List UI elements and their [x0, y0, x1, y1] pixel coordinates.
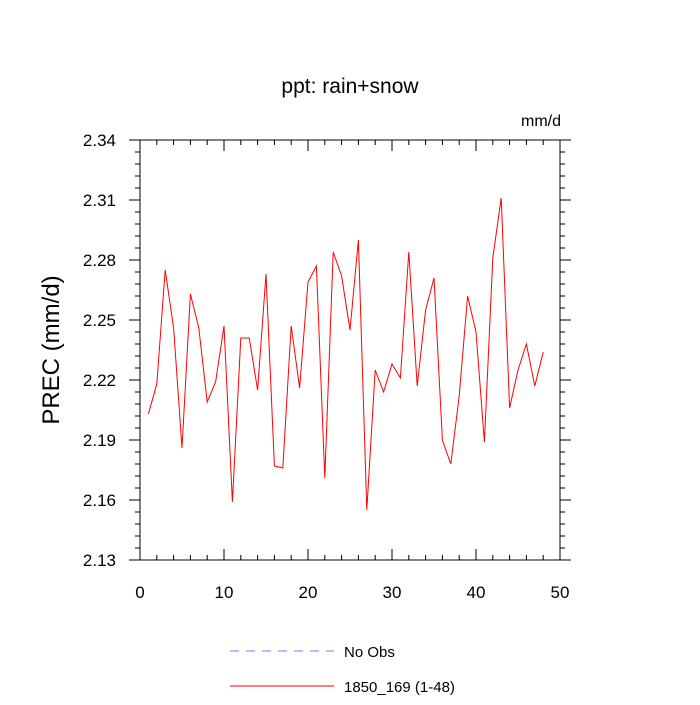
y-tick-label: 2.19 — [83, 431, 116, 450]
y-tick-label: 2.22 — [83, 371, 116, 390]
units-label: mm/d — [521, 113, 561, 130]
legend-label: 1850_169 (1-48) — [344, 679, 455, 696]
y-axis-label: PREC (mm/d) — [38, 275, 65, 424]
y-tick-label: 2.28 — [83, 251, 116, 270]
x-tick-label: 50 — [551, 583, 570, 602]
y-tick-label: 2.34 — [83, 131, 116, 150]
y-tick-label: 2.13 — [83, 551, 116, 570]
y-tick-label: 2.16 — [83, 491, 116, 510]
x-tick-label: 10 — [215, 583, 234, 602]
x-tick-label: 20 — [299, 583, 318, 602]
y-tick-label: 2.31 — [83, 191, 116, 210]
y-axis-ticks: 2.13 2.16 2.19 2.22 2.25 2.28 2.31 2.34 — [83, 131, 571, 570]
chart-title: ppt: rain+snow — [281, 75, 419, 98]
x-axis-ticks: 0 10 20 30 40 50 — [135, 140, 569, 602]
y-tick-label: 2.25 — [83, 311, 116, 330]
x-tick-label: 30 — [383, 583, 402, 602]
series-layer — [147, 197, 544, 511]
legend: No Obs 1850_169 (1-48) — [230, 644, 455, 696]
series-line — [147, 197, 544, 511]
plot-frame — [139, 139, 561, 561]
x-tick-label: 40 — [467, 583, 486, 602]
legend-label: No Obs — [344, 644, 395, 661]
x-tick-label: 0 — [135, 583, 144, 602]
